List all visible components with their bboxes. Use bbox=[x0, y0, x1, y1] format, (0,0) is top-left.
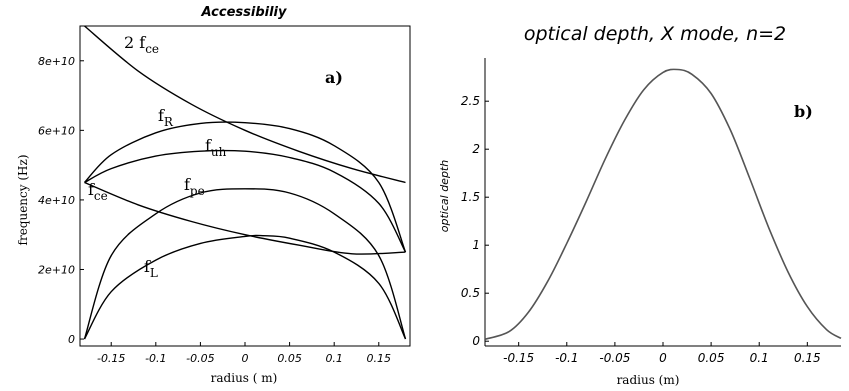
series-line-f-uh bbox=[84, 149, 407, 253]
series-line bbox=[484, 68, 842, 341]
y-axis-label-b: optical depth bbox=[438, 160, 451, 232]
y-tick-label: 2 bbox=[472, 142, 480, 156]
x-tick-label: 0.05 bbox=[698, 351, 725, 365]
y-tick-label: 1.5 bbox=[461, 190, 480, 204]
y-tick-label: 0 bbox=[68, 333, 75, 346]
x-tick-label: 0.1 bbox=[325, 352, 343, 365]
series-line-f-r bbox=[83, 121, 407, 253]
y-tick-label: 0.5 bbox=[461, 286, 480, 300]
curve-label-2-f-ce: 2 fce bbox=[124, 33, 159, 56]
x-tick-label: -0.15 bbox=[503, 351, 534, 365]
panel-label-b: b) bbox=[794, 102, 813, 121]
chart-title-a: Accessibiliy bbox=[201, 5, 287, 20]
x-ticks-b: -0.15 -0.1 -0.05 0 0.05 0.1 0.15 bbox=[503, 342, 821, 365]
y-ticks-a: 0 2e+10 4e+10 6e+10 8e+10 bbox=[38, 55, 84, 346]
series-line-2-f-ce bbox=[84, 25, 406, 184]
x-axis-label-a: radius ( m) bbox=[211, 371, 278, 385]
x-ticks-a: -0.15 -0.1 -0.05 0 0.05 0.1 0.15 bbox=[97, 342, 391, 365]
curves-b bbox=[484, 68, 842, 341]
y-tick-label: 2e+10 bbox=[38, 263, 75, 276]
curve-label-f-l: fL bbox=[144, 257, 158, 280]
y-tick-label: 1 bbox=[472, 238, 480, 252]
x-tick-label: -0.05 bbox=[186, 352, 214, 365]
x-tick-label: -0.15 bbox=[97, 352, 125, 365]
chart-panel-a: Accessibiliy 0 2e+10 4e+10 6e+10 8e+10 -0.15… bbox=[16, 5, 411, 385]
panel-label-a: a) bbox=[325, 68, 343, 87]
curve-label-f-r: fR bbox=[158, 106, 174, 129]
x-tick-label: -0.05 bbox=[599, 351, 630, 365]
x-tick-label: -0.1 bbox=[145, 352, 166, 365]
chart-panel-b: optical depth, X mode, n=2 00.511.522.5 … bbox=[438, 23, 842, 387]
x-tick-label: -0.1 bbox=[555, 351, 578, 365]
y-tick-label: 4e+10 bbox=[38, 194, 75, 207]
x-tick-label: 0.15 bbox=[794, 351, 821, 365]
x-axis-label-b: radius (m) bbox=[617, 373, 680, 387]
curve-label-f-uh: fuh bbox=[205, 136, 227, 159]
x-tick-label: 0 bbox=[659, 351, 667, 365]
series-line-f-ce bbox=[84, 181, 406, 255]
curve-label-f-pe: fpe bbox=[184, 175, 205, 198]
curve-label-f-ce: fce bbox=[88, 180, 108, 203]
x-tick-label: 0.1 bbox=[750, 351, 769, 365]
series-line-f-l bbox=[83, 234, 407, 340]
y-axis-label-a: frequency (Hz) bbox=[16, 155, 30, 246]
y-tick-label: 2.5 bbox=[461, 94, 480, 108]
x-tick-label: 0.05 bbox=[277, 352, 302, 365]
curve-labels-a: 2 fce fR fuh fce fpe fL bbox=[88, 33, 227, 280]
y-tick-label: 0 bbox=[472, 334, 480, 348]
x-tick-label: 0 bbox=[242, 352, 249, 365]
y-tick-label: 6e+10 bbox=[38, 124, 75, 137]
x-tick-label: 0.15 bbox=[367, 352, 392, 365]
chart-title-b: optical depth, X mode, n=2 bbox=[524, 23, 786, 45]
y-ticks-b: 0 0.5 1 1.5 2 2.5 bbox=[461, 94, 489, 348]
curves-a bbox=[83, 25, 407, 340]
series-line-f-pe bbox=[83, 188, 407, 340]
plot-frame-a bbox=[79, 25, 411, 347]
y-tick-label: 8e+10 bbox=[38, 55, 75, 68]
